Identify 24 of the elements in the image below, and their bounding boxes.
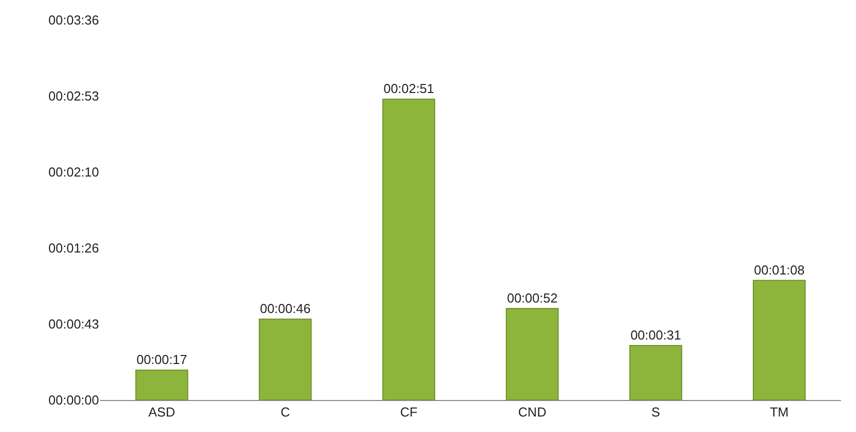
x-tick-label: C — [280, 404, 290, 420]
bar — [506, 308, 559, 400]
data-label: 00:02:51 — [383, 81, 434, 96]
data-label: 00:00:52 — [506, 290, 558, 306]
y-tick-label: 00:02:10 — [48, 164, 99, 180]
bar — [629, 344, 682, 400]
y-tick-label: 00:00:00 — [48, 392, 99, 408]
x-tick-label: ASD — [148, 404, 176, 420]
bar — [752, 280, 806, 400]
x-tick-label: TM — [770, 404, 789, 420]
y-tick-label: 00:03:36 — [48, 12, 99, 28]
bar — [258, 318, 312, 400]
x-tick-label: CF — [400, 404, 418, 420]
bar — [135, 370, 188, 400]
x-tick-label: S — [651, 404, 660, 420]
bar — [382, 98, 436, 400]
data-label: 00:00:46 — [260, 301, 311, 316]
y-tick-label: 00:01:26 — [48, 240, 99, 256]
data-label: 00:00:17 — [136, 352, 188, 368]
data-label: 00:00:31 — [630, 327, 682, 342]
y-tick-label: 00:00:43 — [48, 316, 99, 332]
x-tick-label: CND — [518, 404, 546, 420]
data-label: 00:01:08 — [754, 262, 805, 278]
y-tick-label: 00:02:53 — [48, 88, 99, 104]
